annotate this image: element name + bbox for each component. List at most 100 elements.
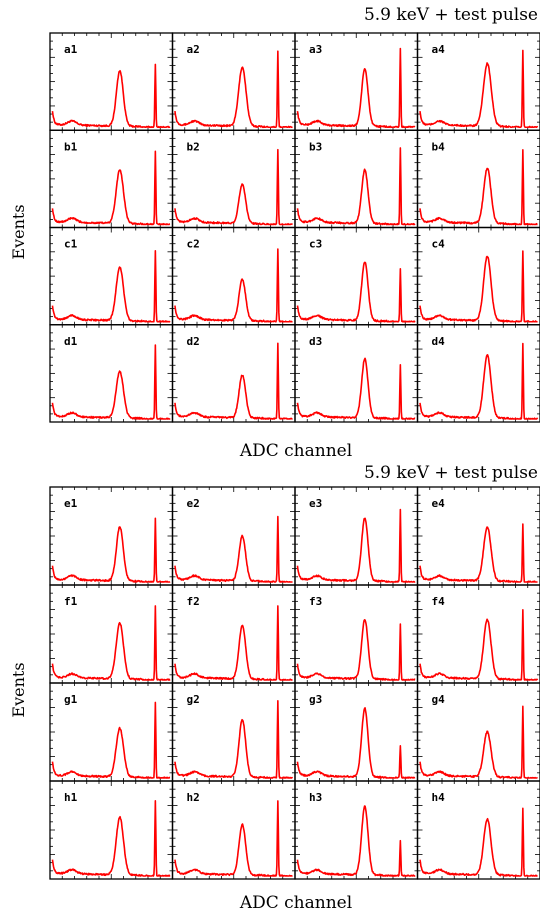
panel-label-e2: e2 xyxy=(187,497,200,510)
panel-b2: b2 xyxy=(171,129,296,229)
spectrum-line-e3 xyxy=(296,508,416,583)
panel-label-d3: d3 xyxy=(309,335,322,348)
panel-h1: h1 xyxy=(49,780,174,880)
panel-label-a1: a1 xyxy=(64,43,78,56)
panel-a1: a1 xyxy=(49,32,174,131)
spectrum-line-b1 xyxy=(51,150,171,226)
panel-label-d1: d1 xyxy=(64,335,78,348)
spectrum-line-b2 xyxy=(174,148,293,226)
panel-h3: h3 xyxy=(294,780,419,880)
top-x-axis-label: ADC channel xyxy=(239,441,352,461)
panel-g2: g2 xyxy=(171,682,296,782)
spectrum-line-d1 xyxy=(51,344,171,420)
panel-ticks xyxy=(417,487,540,585)
panel-c4: c4 xyxy=(416,226,540,326)
panel-a4: a4 xyxy=(416,32,540,131)
spectrum-line-a4 xyxy=(419,49,539,129)
top-y-axis-label: Events xyxy=(9,204,28,259)
panel-ticks xyxy=(50,130,173,228)
panel-f1: f1 xyxy=(49,584,174,684)
panel-label-f3: f3 xyxy=(309,595,322,608)
panel-b3: b3 xyxy=(294,129,419,229)
panel-label-c1: c1 xyxy=(64,238,78,251)
bottom-title: 5.9 keV + test pulse xyxy=(364,463,538,483)
panel-label-h1: h1 xyxy=(64,791,78,804)
panel-f2: f2 xyxy=(171,584,296,684)
panel-label-b1: b1 xyxy=(64,140,78,153)
panel-label-a4: a4 xyxy=(432,43,446,56)
spectrum-line-h1 xyxy=(51,800,171,877)
panel-label-c3: c3 xyxy=(309,238,322,251)
panel-label-a2: a2 xyxy=(187,43,200,56)
spectrum-line-g3 xyxy=(296,707,416,779)
spectrum-line-b3 xyxy=(296,147,416,226)
spectrum-line-e1 xyxy=(51,517,171,583)
spectrum-line-d4 xyxy=(419,342,539,420)
spectrum-line-d3 xyxy=(296,357,416,420)
spectrum-line-a1 xyxy=(51,63,171,129)
spectrum-line-f4 xyxy=(419,608,539,681)
panel-label-h2: h2 xyxy=(187,791,200,804)
panel-ticks xyxy=(50,227,173,325)
spectrum-line-g1 xyxy=(51,701,171,779)
spectrum-line-g4 xyxy=(419,705,538,779)
spectrum-line-c2 xyxy=(174,248,293,323)
panel-label-a3: a3 xyxy=(309,43,322,56)
panel-d4: d4 xyxy=(416,324,540,423)
spectrum-line-b4 xyxy=(419,149,538,226)
panel-label-f1: f1 xyxy=(64,595,78,608)
panel-label-e4: e4 xyxy=(432,497,446,510)
spectrum-line-c1 xyxy=(51,249,171,323)
panel-f4: f4 xyxy=(416,584,540,684)
panel-ticks xyxy=(417,130,540,228)
panel-c1: c1 xyxy=(49,226,174,326)
panel-a2: a2 xyxy=(171,32,296,131)
spectrum-line-f1 xyxy=(51,605,171,681)
panel-label-h3: h3 xyxy=(309,791,322,804)
spectrum-line-e2 xyxy=(174,515,293,583)
panel-label-g4: g4 xyxy=(432,693,446,706)
panel-label-d4: d4 xyxy=(432,335,446,348)
panel-label-e3: e3 xyxy=(309,497,322,510)
panel-d1: d1 xyxy=(49,324,174,423)
spectrum-line-a3 xyxy=(296,47,416,129)
spectrum-line-c3 xyxy=(296,261,416,323)
panel-g3: g3 xyxy=(294,682,419,782)
panel-label-g2: g2 xyxy=(187,693,200,706)
spectrum-line-f2 xyxy=(174,605,293,681)
panel-a3: a3 xyxy=(294,32,419,131)
panel-label-h4: h4 xyxy=(432,791,446,804)
panel-e3: e3 xyxy=(294,486,419,586)
panel-ticks xyxy=(172,781,295,879)
panel-label-g3: g3 xyxy=(309,693,322,706)
panel-h4: h4 xyxy=(416,780,540,880)
panel-label-g1: g1 xyxy=(64,693,78,706)
spectrum-line-h4 xyxy=(419,807,538,877)
spectrum-line-h2 xyxy=(174,800,293,877)
spectrum-line-f3 xyxy=(296,619,416,681)
panel-e4: e4 xyxy=(416,486,540,586)
spectrum-line-a2 xyxy=(174,50,293,129)
panel-f3: f3 xyxy=(294,584,419,684)
panel-label-c2: c2 xyxy=(187,238,200,251)
spectrum-line-d2 xyxy=(174,342,293,420)
panel-e2: e2 xyxy=(171,486,296,586)
panel-ticks xyxy=(295,683,418,781)
bottom-x-axis-label: ADC channel xyxy=(239,893,352,913)
top-panel-grid: a1 a2 a3 a4 b1 b2 b3 b4 c1 c2 c3 c4 d1 d2 d3 d4 xyxy=(49,32,540,423)
panel-h2: h2 xyxy=(171,780,296,880)
spectrum-line-h3 xyxy=(296,805,416,877)
panel-e1: e1 xyxy=(49,486,174,586)
bottom-panel-grid: e1 e2 e3 e4 f1 f2 f3 f4 g1 g2 g3 g4 h1 h2 h3 h4 xyxy=(49,486,540,880)
spectrum-line-c4 xyxy=(419,250,538,323)
panel-g4: g4 xyxy=(416,682,540,782)
panel-d3: d3 xyxy=(294,324,419,423)
panel-g1: g1 xyxy=(49,682,174,782)
spectrum-line-e4 xyxy=(419,523,538,583)
panel-label-e1: e1 xyxy=(64,497,78,510)
panel-c3: c3 xyxy=(294,226,419,326)
panel-d2: d2 xyxy=(171,324,296,423)
panel-b4: b4 xyxy=(416,129,540,229)
top-title: 5.9 keV + test pulse xyxy=(364,5,538,25)
